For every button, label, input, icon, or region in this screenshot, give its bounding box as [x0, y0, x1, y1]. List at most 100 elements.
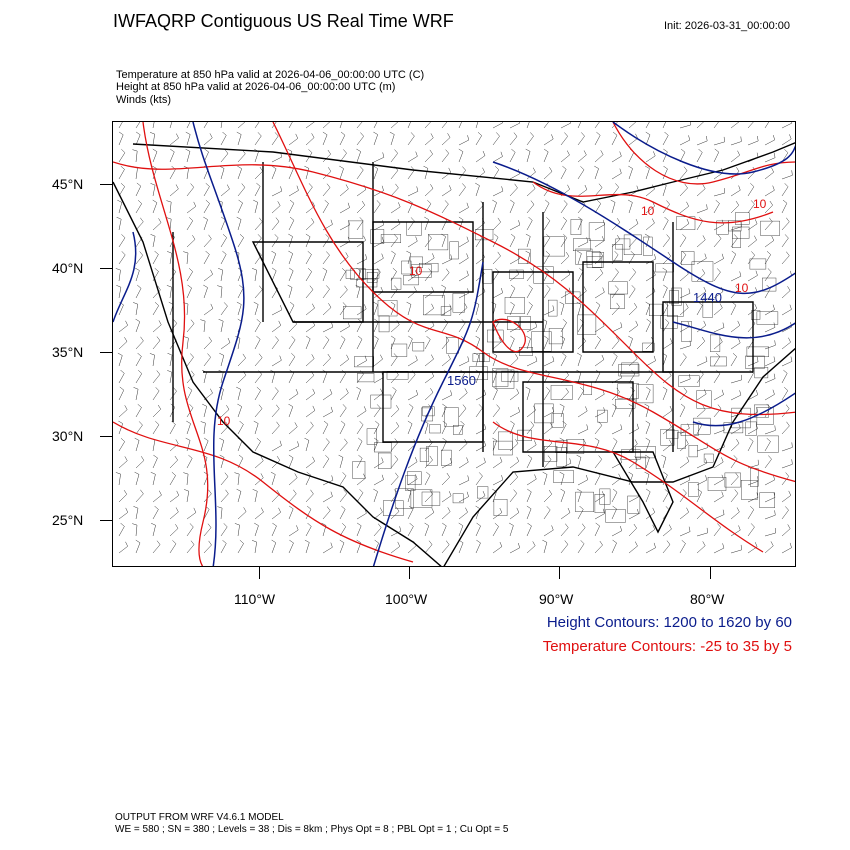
- county-boundary: [642, 342, 655, 352]
- wind-barb: [730, 423, 741, 435]
- wind-barb: [713, 136, 725, 146]
- wind-barb: [509, 220, 521, 231]
- wind-barb: [509, 132, 518, 146]
- wind-barb: [526, 541, 536, 554]
- wind-barb: [543, 167, 553, 180]
- wind-barb: [217, 506, 223, 520]
- wind-barb: [254, 234, 262, 248]
- wind-barb: [322, 251, 330, 265]
- wind-barb: [560, 251, 570, 265]
- wind-barb: [560, 540, 569, 554]
- county-boundary: [498, 431, 513, 450]
- wind-barb: [373, 236, 384, 248]
- wind-barb: [288, 473, 298, 486]
- wind-barb: [764, 389, 775, 401]
- wind-barb: [236, 301, 242, 316]
- county-boundary: [691, 261, 714, 282]
- temperature-contour-label: 10: [641, 204, 655, 218]
- wind-barb: [764, 541, 774, 554]
- wind-barb: [560, 150, 570, 163]
- wind-barb: [253, 420, 259, 435]
- wind-barb: [322, 336, 330, 350]
- wind-barb: [186, 268, 193, 282]
- wind-barb: [220, 405, 230, 418]
- wind-barb: [169, 184, 179, 197]
- wind-barb: [508, 522, 514, 537]
- wind-barb: [747, 523, 755, 537]
- county-boundary: [407, 471, 422, 485]
- wind-barb: [118, 183, 125, 197]
- model-settings: WE = 580 ; SN = 380 ; Levels = 38 ; Dis …: [115, 824, 509, 835]
- wind-barb: [424, 438, 433, 452]
- wind-barb: [118, 337, 128, 350]
- wind-barb: [254, 217, 263, 231]
- wind-barb: [458, 388, 468, 401]
- wind-barb: [356, 386, 361, 401]
- wind-barb: [611, 285, 619, 299]
- wind-barb: [679, 353, 687, 367]
- wind-barb: [254, 166, 263, 180]
- wind-barb: [150, 438, 156, 452]
- wind-barb: [509, 489, 517, 503]
- wind-barb: [424, 303, 434, 316]
- wind-barb: [576, 488, 582, 503]
- wind-barb: [713, 389, 724, 401]
- wind-barb: [543, 305, 555, 316]
- wind-barb: [183, 336, 189, 350]
- wind-barb: [594, 407, 606, 418]
- wind-barb: [747, 319, 756, 333]
- county-boundary: [597, 409, 608, 423]
- wind-barb: [781, 524, 791, 537]
- wind-barb: [594, 437, 600, 452]
- county-boundary: [588, 222, 605, 241]
- wind-barb: [356, 200, 366, 214]
- wind-barb: [305, 522, 312, 537]
- county-boundary: [366, 271, 378, 283]
- wind-barb: [577, 406, 588, 418]
- wind-barb: [747, 437, 754, 452]
- county-boundary: [449, 241, 459, 260]
- wind-barb: [679, 148, 686, 163]
- wind-barb: [254, 353, 263, 367]
- county-boundary: [391, 277, 402, 290]
- wind-barb: [509, 321, 520, 333]
- wind-barb: [747, 183, 755, 197]
- wind-barb: [679, 439, 689, 452]
- wind-barb: [288, 403, 294, 418]
- wind-barb: [390, 387, 397, 401]
- wind-barb: [662, 338, 673, 350]
- wind-barb: [390, 122, 399, 129]
- wind-barb: [594, 219, 605, 231]
- wind-barb: [492, 475, 504, 486]
- wind-barb: [662, 234, 670, 248]
- wind-barb: [696, 253, 707, 265]
- county-boundary: [482, 269, 493, 284]
- wind-barb: [509, 301, 515, 316]
- wind-barb: [203, 250, 210, 265]
- wind-barb: [441, 390, 453, 401]
- wind-barb: [220, 523, 228, 537]
- wind-barb: [611, 268, 619, 282]
- wind-barb: [322, 420, 329, 435]
- wind-barb: [356, 489, 364, 503]
- wind-barb: [764, 373, 776, 384]
- wind-barb: [220, 184, 230, 197]
- wind-barb: [475, 318, 482, 333]
- wind-barb: [696, 336, 706, 350]
- wind-barb: [288, 505, 294, 520]
- wind-barb: [251, 268, 257, 282]
- wind-barb: [730, 438, 740, 452]
- wind-barb: [781, 459, 793, 469]
- wind-barb: [237, 183, 246, 197]
- wind-barb: [662, 524, 672, 537]
- wind-barb: [203, 199, 210, 214]
- wind-barb: [492, 457, 503, 469]
- wind-barb: [594, 236, 605, 248]
- wind-barb: [390, 455, 399, 469]
- county-boundary: [710, 356, 727, 367]
- wind-barb: [407, 186, 419, 197]
- wind-barb: [611, 403, 617, 418]
- wind-barb: [475, 404, 483, 418]
- county-boundaries: [342, 212, 780, 523]
- wind-barb: [764, 135, 775, 146]
